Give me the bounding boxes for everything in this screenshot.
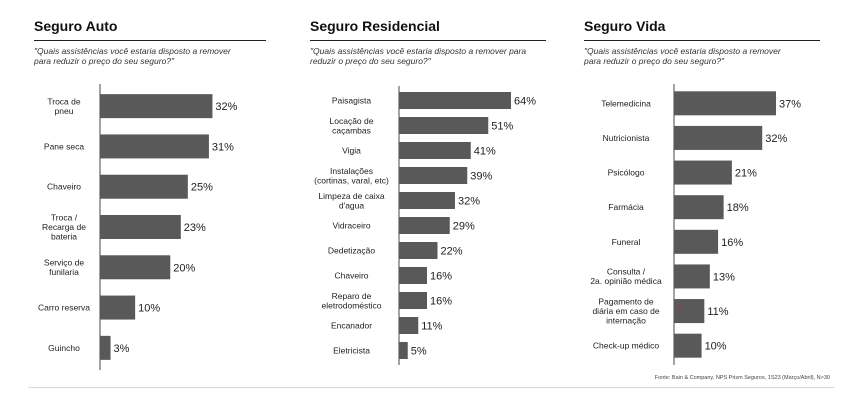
category-label: Farmácia <box>608 202 644 212</box>
bar <box>399 117 489 134</box>
category-label: Paisagista <box>332 96 371 106</box>
data-label: 16% <box>430 271 452 283</box>
panel-title: Seguro Residencial <box>310 18 440 34</box>
data-label: 21% <box>735 168 757 180</box>
panel-subtitle: "Quais assistências você estaria dispost… <box>310 46 527 66</box>
category-label: Encanador <box>331 321 372 331</box>
bar <box>399 317 419 334</box>
data-label: 39% <box>470 171 492 183</box>
category-label: Vidraceiro <box>332 221 370 231</box>
category-label: Psicólogo <box>608 168 645 178</box>
source-footnote: Fonte: Bain & Company, NPS Prism Seguros… <box>654 375 830 381</box>
bottom-divider <box>28 387 834 388</box>
data-label: 32% <box>765 133 787 145</box>
bar <box>100 255 171 280</box>
data-label: 11% <box>421 321 442 333</box>
category-label: Troca / Recarga de bateria <box>42 213 86 242</box>
bar <box>100 174 188 199</box>
category-label: Vigia <box>342 146 361 156</box>
data-label: 31% <box>212 141 234 153</box>
data-label: 25% <box>191 182 213 194</box>
panel-title: Seguro Auto <box>34 18 118 34</box>
bar <box>399 342 408 359</box>
category-label: Carro reserva <box>38 303 90 313</box>
data-label: 20% <box>173 262 195 274</box>
data-label: 10% <box>705 341 727 353</box>
panel-subtitle: "Quais assistências você estaria dispost… <box>584 46 781 66</box>
category-label: Pagamento de diária em caso de internação <box>592 297 659 326</box>
category-label: Chaveiro <box>47 182 81 192</box>
category-label: Locação de caçambas <box>330 116 374 136</box>
title-rule <box>34 40 266 41</box>
bar-chart-auto: 32% Troca de pneu 31% Pane seca 25% Chaveiro 23… <box>38 84 238 370</box>
data-label: 10% <box>138 303 160 315</box>
bar <box>674 299 705 324</box>
bar <box>100 215 181 239</box>
data-label: 41% <box>474 146 496 158</box>
bar <box>674 264 710 289</box>
data-label: 64% <box>514 96 536 108</box>
category-label: Nutricionista <box>603 133 650 143</box>
category-label: Limpeza de caixa d'agua <box>318 191 384 211</box>
bar <box>674 229 719 254</box>
data-label: 22% <box>441 246 463 258</box>
bar <box>399 192 455 209</box>
category-label: Check-up médico <box>593 341 659 351</box>
data-label: 29% <box>453 221 475 233</box>
category-label: Reparo de eletrodoméstico <box>321 291 381 311</box>
category-label: Guincho <box>48 343 80 353</box>
data-label: 13% <box>713 271 735 283</box>
chart-panel-residencial: Seguro Residencial "Quais assistências v… <box>310 18 546 378</box>
bar <box>674 160 732 185</box>
category-label: Serviço de funilaria <box>44 258 84 278</box>
data-label: 11% <box>707 306 728 318</box>
data-label: 51% <box>491 121 513 133</box>
data-label: 23% <box>184 222 206 234</box>
bar <box>674 333 702 358</box>
category-label: Funeral <box>612 237 641 247</box>
data-label: 37% <box>779 98 801 110</box>
bar <box>399 167 468 184</box>
bar <box>100 335 111 360</box>
data-label: 5% <box>411 346 427 358</box>
category-label: Telemedicina <box>601 98 651 108</box>
data-label: 18% <box>727 202 749 214</box>
bar <box>399 217 450 234</box>
category-label: Chaveiro <box>334 271 368 281</box>
bar <box>100 134 209 159</box>
footnote-marker: * <box>679 305 683 315</box>
category-label: Troca de pneu <box>47 96 81 116</box>
bar <box>674 195 724 220</box>
data-label: 32% <box>458 196 480 208</box>
title-rule <box>584 40 820 41</box>
bar <box>399 292 427 309</box>
bar-chart-vida: 37% Telemedicina 32% Nutricionista 21% Psicól… <box>590 84 801 365</box>
panel-title: Seguro Vida <box>584 18 666 34</box>
bar <box>674 91 776 116</box>
category-label: Pane seca <box>44 141 84 151</box>
bar <box>399 267 427 284</box>
category-label: Instalações (cortinas, varal, etc) <box>314 166 389 186</box>
bar <box>399 142 471 159</box>
data-label: 16% <box>721 237 743 249</box>
category-label: Eletricista <box>333 346 370 356</box>
data-label: 16% <box>430 296 452 308</box>
chart-panel-vida: Seguro Vida "Quais assistências você est… <box>584 18 820 378</box>
bar <box>399 242 438 259</box>
bar <box>399 92 511 109</box>
data-label: 3% <box>114 343 130 355</box>
bar <box>100 94 213 119</box>
category-label: Dedetização <box>328 246 376 256</box>
data-label: 32% <box>215 101 237 113</box>
bar <box>674 125 763 150</box>
chart-panel-auto: Seguro Auto "Quais assistências você est… <box>34 18 266 378</box>
title-rule <box>310 40 546 41</box>
bar-chart-residencial: 64% Paisagista 51% Locação de caçambas 41% Vig… <box>314 86 536 365</box>
panel-subtitle: "Quais assistências você estaria dispost… <box>34 46 231 66</box>
bar <box>100 295 136 320</box>
category-label: Consulta /2a. opinião médica <box>590 267 662 287</box>
